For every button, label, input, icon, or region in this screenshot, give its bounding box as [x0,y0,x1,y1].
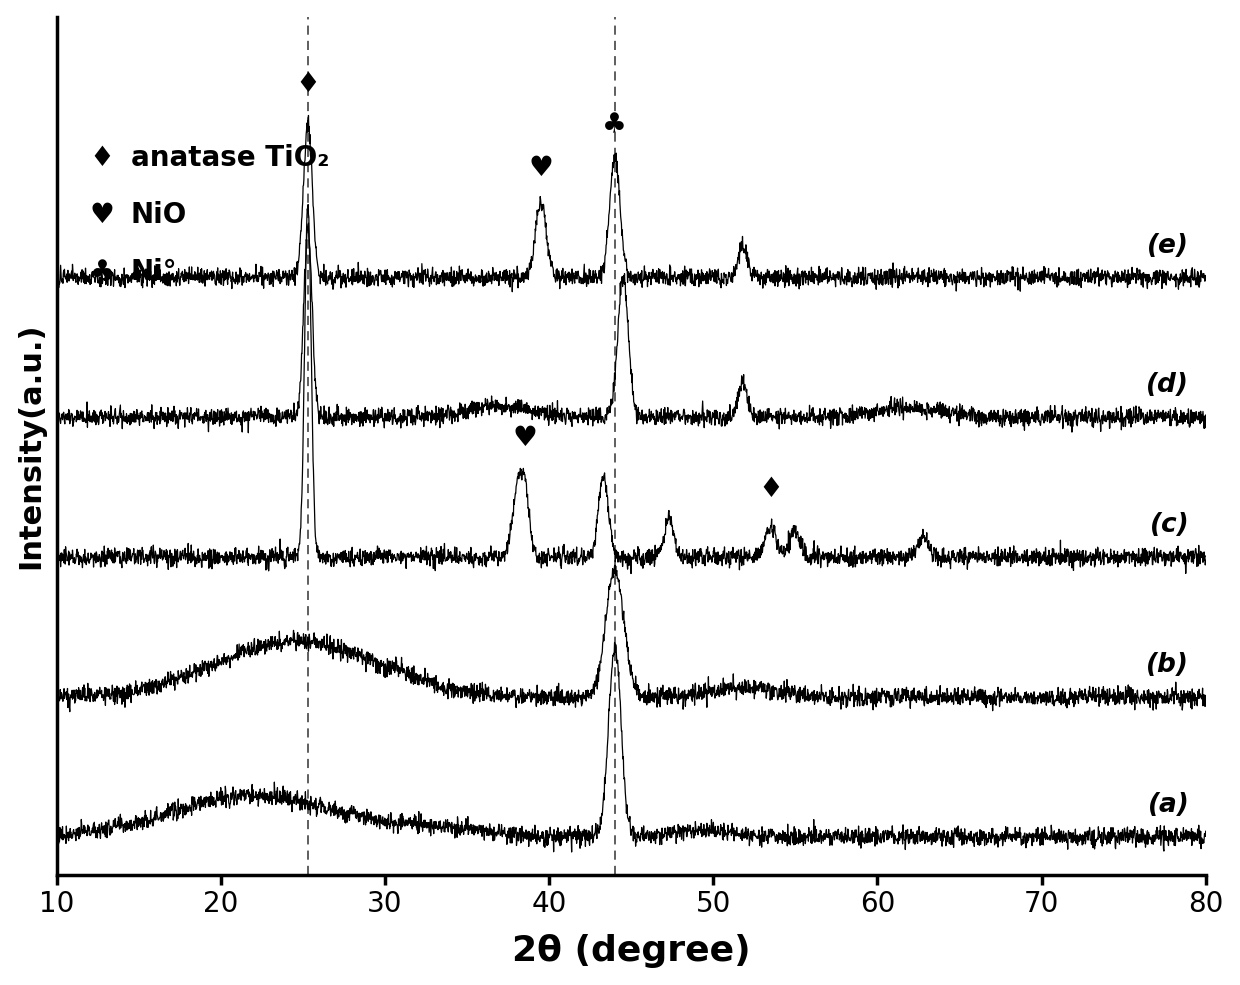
Text: (a): (a) [1147,792,1189,819]
Y-axis label: Intensity(a.u.): Intensity(a.u.) [16,323,46,569]
Text: (e): (e) [1147,232,1189,259]
Text: (b): (b) [1146,652,1189,679]
Text: NiO: NiO [130,201,187,230]
Text: ♥: ♥ [528,154,553,182]
Text: ♥: ♥ [89,201,114,230]
Text: anatase TiO₂: anatase TiO₂ [130,144,329,171]
X-axis label: 2θ (degree): 2θ (degree) [512,935,750,968]
Text: Ni°: Ni° [130,258,177,287]
Text: ♥: ♥ [512,424,537,452]
Text: ♣: ♣ [603,111,627,139]
Text: (c): (c) [1149,512,1189,539]
Text: (d): (d) [1146,372,1189,399]
Text: ♣: ♣ [89,258,114,287]
Text: ♦: ♦ [759,476,784,503]
Text: ♦: ♦ [295,70,320,98]
Text: ♦: ♦ [89,144,114,171]
